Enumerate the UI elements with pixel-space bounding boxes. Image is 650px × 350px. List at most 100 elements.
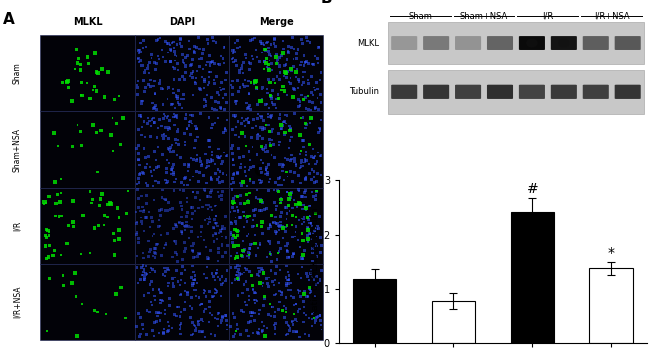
Point: [233, 275, 244, 280]
Point: [207, 152, 217, 158]
Point: [218, 280, 229, 286]
Point: [55, 252, 66, 258]
Point: [278, 38, 288, 44]
Point: [297, 206, 307, 212]
Point: [270, 200, 280, 205]
Point: [116, 141, 126, 147]
Point: [265, 113, 276, 119]
Point: [87, 122, 98, 128]
Point: [207, 158, 218, 163]
Point: [160, 177, 170, 183]
Point: [289, 197, 300, 203]
Point: [231, 102, 241, 107]
Point: [248, 217, 258, 223]
Point: [172, 129, 183, 135]
Point: [182, 52, 192, 58]
Point: [266, 252, 276, 257]
Point: [132, 220, 142, 226]
Point: [251, 85, 261, 91]
Point: [172, 152, 183, 158]
Point: [162, 158, 172, 163]
Point: [170, 51, 180, 57]
Point: [247, 282, 257, 288]
Point: [296, 158, 307, 164]
Point: [311, 243, 322, 248]
Point: [83, 60, 94, 66]
Point: [294, 97, 304, 103]
Point: [238, 209, 248, 215]
Point: [193, 34, 203, 40]
Point: [138, 322, 148, 327]
Point: [266, 212, 277, 218]
Point: [233, 228, 244, 233]
Point: [279, 303, 289, 309]
Point: [269, 322, 280, 328]
Point: [271, 231, 281, 236]
Point: [203, 206, 213, 212]
Point: [287, 318, 298, 324]
Point: [40, 232, 50, 238]
Point: [107, 115, 118, 121]
Point: [176, 309, 186, 315]
Point: [150, 103, 161, 108]
Point: [261, 275, 272, 281]
Point: [234, 70, 244, 75]
Point: [157, 252, 167, 258]
Point: [200, 335, 211, 340]
Point: [307, 116, 317, 121]
Point: [247, 224, 257, 230]
Point: [235, 332, 246, 337]
Point: [256, 41, 266, 46]
Point: [227, 127, 238, 132]
Point: [253, 330, 263, 336]
Point: [296, 115, 306, 121]
Point: [267, 279, 278, 285]
Point: [237, 66, 247, 71]
Point: [291, 301, 302, 307]
Point: [298, 238, 308, 243]
Point: [186, 155, 196, 161]
Point: [252, 152, 262, 158]
Point: [153, 224, 163, 230]
Point: [214, 194, 224, 199]
Point: [189, 145, 200, 150]
Point: [206, 125, 216, 131]
Point: [209, 216, 220, 222]
Point: [302, 227, 313, 233]
Point: [232, 263, 242, 268]
Point: [240, 278, 251, 284]
Point: [205, 204, 216, 210]
Point: [187, 70, 197, 76]
Point: [155, 78, 166, 83]
Point: [220, 77, 231, 83]
Point: [222, 153, 232, 158]
Point: [170, 136, 181, 142]
Point: [281, 275, 291, 280]
Point: [291, 301, 301, 307]
Point: [135, 208, 146, 213]
Point: [263, 284, 274, 289]
Point: [306, 267, 316, 273]
Point: [309, 87, 320, 92]
Point: [155, 297, 165, 303]
FancyBboxPatch shape: [615, 85, 641, 99]
Point: [179, 61, 190, 66]
Point: [280, 63, 290, 68]
Point: [222, 268, 232, 273]
Point: [298, 219, 309, 225]
Point: [299, 310, 309, 316]
Point: [255, 98, 266, 104]
Point: [305, 214, 315, 219]
Point: [159, 111, 169, 117]
Point: [281, 169, 291, 175]
Point: [247, 144, 257, 150]
Point: [262, 148, 272, 154]
Point: [301, 152, 311, 158]
Point: [211, 171, 221, 177]
Point: [170, 176, 181, 182]
Point: [170, 275, 180, 280]
Point: [232, 327, 242, 332]
Point: [166, 171, 176, 177]
Text: *: *: [608, 245, 615, 259]
Point: [211, 270, 222, 275]
